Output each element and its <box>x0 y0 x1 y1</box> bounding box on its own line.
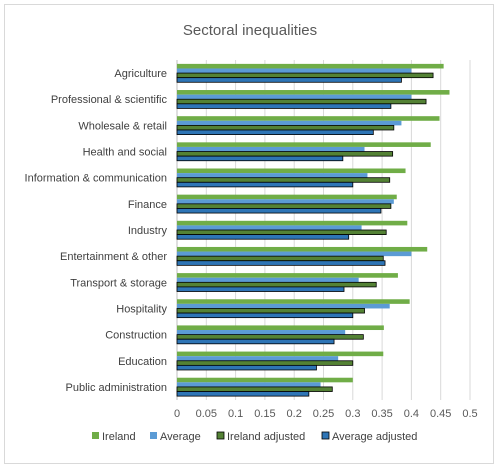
x-tick-label: 0.05 <box>196 408 217 420</box>
bar-ireland <box>177 273 398 278</box>
bar-average-adjusted <box>176 260 386 266</box>
bar-ireland <box>177 246 428 252</box>
bar-ireland-adjusted <box>176 334 364 340</box>
bar-average <box>177 199 394 204</box>
x-tick-label: 0.25 <box>313 408 334 420</box>
category-label: Public administration <box>66 382 168 394</box>
bar-average <box>177 330 346 335</box>
category-label: Information & communication <box>25 173 167 185</box>
chart-title: Sectoral inequalities <box>183 22 317 39</box>
category-label: Professional & scientific <box>51 94 168 106</box>
category-label: Wholesale & retail <box>78 120 167 132</box>
bar-ireland-adjusted <box>176 203 392 209</box>
legend-label: Ireland adjusted <box>227 431 305 443</box>
bar-ireland <box>177 63 444 69</box>
bar-average <box>177 68 412 74</box>
bar-average <box>177 303 390 309</box>
bar-average-adjusted <box>176 155 344 162</box>
legend-label: Average adjusted <box>332 431 417 443</box>
bar-ireland <box>177 142 431 147</box>
bar-ireland-adjusted <box>176 308 365 314</box>
category-label: Construction <box>105 330 167 342</box>
x-tick-label: 0.4 <box>404 408 419 420</box>
bar-average <box>177 120 402 126</box>
bar-average <box>177 146 365 152</box>
legend-swatch <box>92 432 99 439</box>
bar-ireland-adjusted <box>176 281 377 288</box>
legend-swatch <box>150 432 157 439</box>
bar-average-adjusted <box>176 103 392 109</box>
bar-ireland <box>177 351 384 357</box>
bar-average <box>177 382 321 387</box>
legend-label: Average <box>160 431 201 443</box>
category-label: Health and social <box>83 147 167 159</box>
bar-ireland <box>177 325 384 331</box>
x-tick-label: 0.1 <box>228 408 243 420</box>
legend-label: Ireland <box>102 431 136 443</box>
bar-ireland-adjusted <box>176 386 333 392</box>
x-tick-label: 0.45 <box>430 408 451 420</box>
bar-ireland-adjusted <box>176 98 427 105</box>
x-tick-label: 0 <box>174 408 180 420</box>
x-tick-label: 0.35 <box>371 408 392 420</box>
bar-ireland-adjusted <box>176 255 384 262</box>
bar-ireland <box>177 220 408 226</box>
bar-average <box>177 356 339 361</box>
x-tick-label: 0.2 <box>287 408 302 420</box>
category-label: Education <box>118 356 167 368</box>
bar-ireland-adjusted <box>176 72 434 79</box>
bar-average <box>177 173 368 178</box>
bar-average-adjusted <box>176 129 374 135</box>
bar-average-adjusted <box>176 391 310 397</box>
x-tick-label: 0.5 <box>462 408 477 420</box>
bar-average-adjusted <box>176 364 317 371</box>
bar-average <box>177 251 412 257</box>
bar-ireland <box>177 90 450 95</box>
bar-average <box>177 94 412 100</box>
bar-ireland <box>177 377 353 383</box>
category-label: Industry <box>128 225 168 237</box>
bar-ireland-adjusted <box>176 177 391 183</box>
bar-average-adjusted <box>176 234 350 240</box>
category-label: Entertainment & other <box>60 251 167 263</box>
bar-average-adjusted <box>176 181 354 188</box>
bar-ireland-adjusted <box>176 124 395 131</box>
category-label: Finance <box>128 199 167 211</box>
bar-ireland-adjusted <box>176 229 387 235</box>
legend-swatch <box>321 431 330 440</box>
bar-average <box>177 277 359 283</box>
category-label: Hospitality <box>116 303 167 315</box>
x-tick-label: 0.15 <box>254 408 275 420</box>
bar-ireland-adjusted <box>176 360 354 366</box>
x-tick-label: 0.3 <box>345 408 360 420</box>
bar-ireland <box>177 194 397 200</box>
category-label: Transport & storage <box>70 277 167 289</box>
bar-ireland <box>177 299 410 304</box>
bar-average-adjusted <box>176 286 345 292</box>
bar-ireland-adjusted <box>176 151 394 157</box>
legend-swatch <box>216 431 225 440</box>
bar-ireland <box>177 168 406 174</box>
bar-average-adjusted <box>176 338 335 345</box>
category-label: Agriculture <box>114 68 167 80</box>
bar-average-adjusted <box>176 208 382 214</box>
bar-ireland <box>177 116 440 121</box>
bar-average <box>177 225 362 230</box>
bar-average-adjusted <box>176 77 402 83</box>
bar-average-adjusted <box>176 312 354 319</box>
